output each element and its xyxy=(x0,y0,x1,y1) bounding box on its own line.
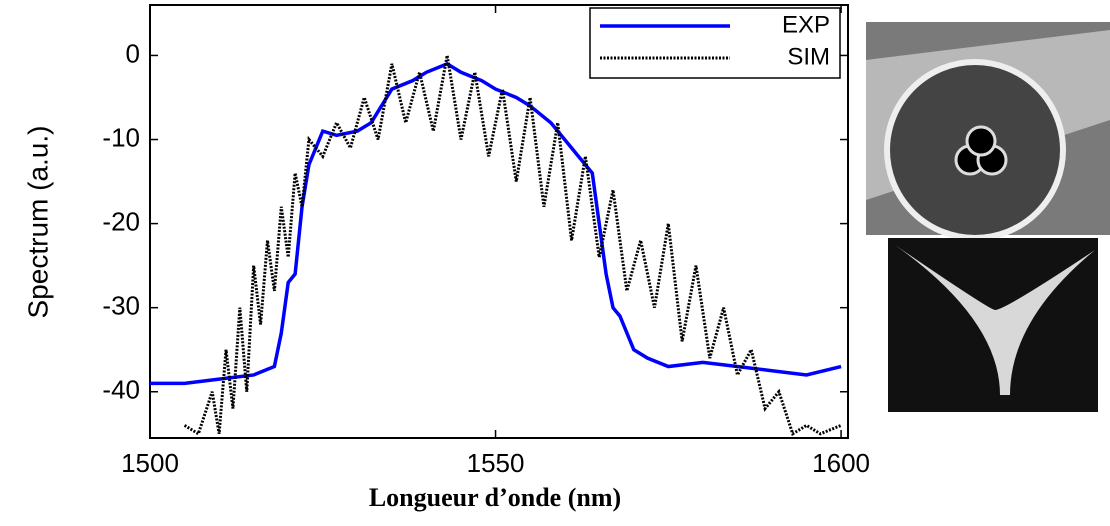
series-line xyxy=(183,55,842,437)
x-tick-label: 1600 xyxy=(812,448,870,478)
x-axis-label: Longueur d’onde (nm) xyxy=(369,483,621,512)
sem-image-top xyxy=(866,22,1110,241)
y-tick-label: 0 xyxy=(126,38,140,68)
series-line xyxy=(150,61,842,386)
y-tick-label: -40 xyxy=(102,375,140,405)
plot-lines xyxy=(150,55,842,437)
sem-image-bottom xyxy=(888,238,1098,412)
y-tick-label: -20 xyxy=(102,206,140,236)
y-axis-label: Spectrum (a.u.) xyxy=(22,126,53,319)
y-tick-label: -10 xyxy=(102,122,140,152)
x-tick-label: 1500 xyxy=(121,448,179,478)
legend-label: SIM xyxy=(787,43,830,70)
legend-box xyxy=(589,7,841,79)
x-tick-label: 1550 xyxy=(467,448,525,478)
legend-label: EXP xyxy=(782,11,830,38)
y-tick-label: -30 xyxy=(102,291,140,321)
